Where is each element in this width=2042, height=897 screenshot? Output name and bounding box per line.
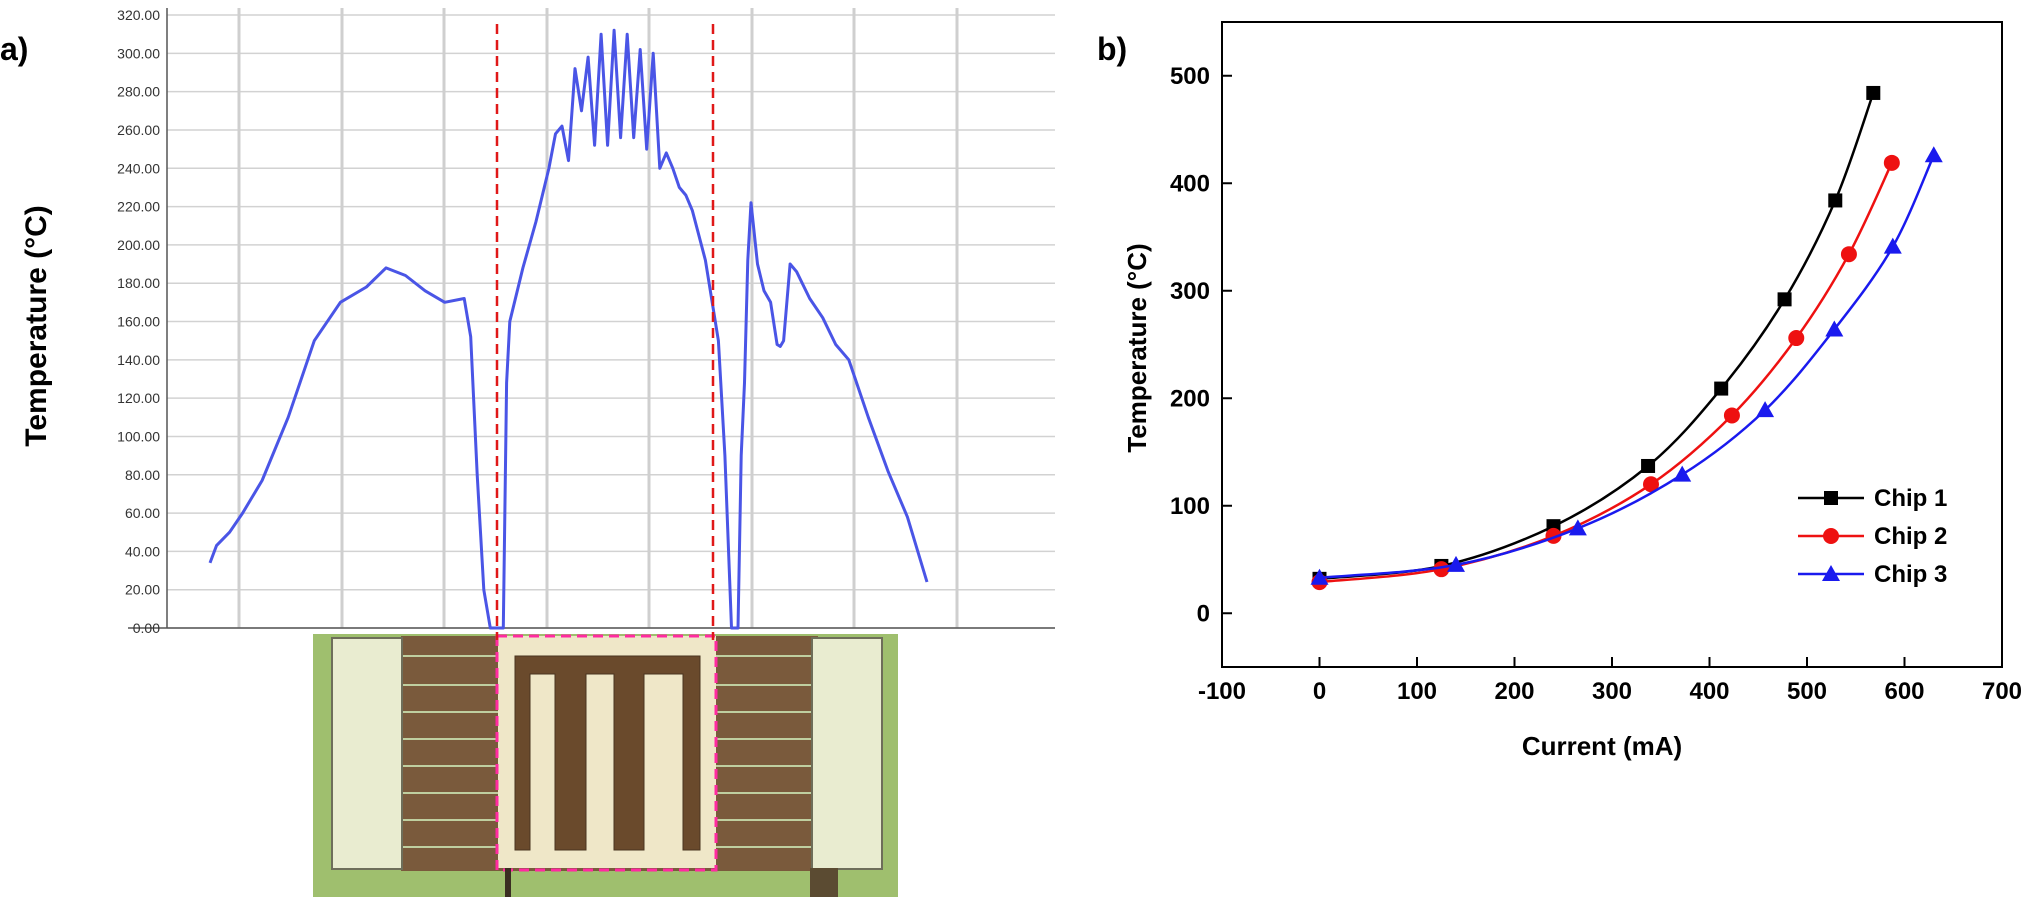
panel-b-legend: Chip 1 Chip 2 Chip 3 [1798,485,1947,588]
panel-b-x-tick-label: 500 [1787,678,1827,705]
panel-b-x-axis-label: Current (mA) [1522,731,1682,761]
panel-b-y-tick-label: 100 [1170,493,1210,520]
panel-a-y-axis-label: Temperature (°C) [20,205,53,446]
legend-label: Chip 3 [1874,561,1947,588]
panel-b-y-tick-label: 500 [1170,63,1210,90]
panel-b-y-tick-label: 300 [1170,278,1210,305]
panel-a-letter: a) [0,31,28,67]
series-point [1788,330,1805,347]
series-point [1714,381,1729,396]
panel-a-y-tick-label: 40.00 [125,543,160,559]
series-point [1756,401,1775,418]
panel-a-y-tick-label: 220.00 [117,199,160,215]
panel-a-y-tick-label: 20.00 [125,582,160,598]
panel-b-x-tick-label: 100 [1397,678,1437,705]
legend-marker [1824,491,1838,505]
chip-lead-lines [402,655,812,848]
panel-a-temperature-profile [208,28,929,630]
right-contact-pad [811,637,883,870]
series-point [1433,561,1450,578]
panel-a: a) 0.00 20.00 40.00 60.00 80.00 100.00 120.00 1… [0,7,1055,897]
panel-a-y-tick-label: 0.00 [133,620,160,636]
chip-bottom-stem [505,868,511,897]
heater-region [498,636,716,868]
panel-b-x-tick-label: 400 [1689,678,1729,705]
series-point [1883,154,1900,171]
series-point [1883,237,1902,254]
panel-a-y-tick-label: 260.00 [117,122,160,138]
panel-a-temperature-line [208,28,929,630]
series-point [1825,320,1844,337]
panel-a-y-tick-label: 280.00 [117,84,160,100]
panel-a-y-tick-labels: 0.00 20.00 40.00 60.00 80.00 100.00 120.00 140.… [117,7,160,636]
legend-label: Chip 1 [1874,485,1947,512]
heater-chip-photo [313,634,898,897]
series-point [1310,568,1329,585]
panel-b-x-tick-label: 200 [1494,678,1534,705]
panel-b-y-tick-label: 400 [1170,170,1210,197]
panel-a-y-tick-label: 60.00 [125,505,160,521]
panel-b-x-tick-label: -100 [1198,678,1246,705]
legend-marker [1823,528,1839,544]
series-point [1673,465,1692,482]
panel-b-x-ticks: -100 0 100 200 300 400 500 600 700 [1198,657,2022,705]
panel-a-y-tick-label: 300.00 [117,45,160,61]
panel-a-gridlines [167,8,1055,629]
panel-b-x-tick-label: 700 [1982,678,2022,705]
panel-a-axis-frame [128,8,1055,629]
series-chip-3 [1310,146,1943,585]
panel-a-y-tick-label: 320.00 [117,7,160,23]
panel-b-letter: b) [1097,31,1127,67]
panel-a-y-tick-label: 200.00 [117,237,160,253]
series-point [1641,458,1656,473]
panel-b-x-tick-label: 0 [1313,678,1326,705]
left-contact-pad [331,637,403,870]
series-point [1924,146,1943,163]
series-point [1777,292,1792,307]
panel-b-y-ticks: 0 100 200 300 400 500 [1170,63,1232,627]
panel-b-y-tick-label: 200 [1170,385,1210,412]
panel-a-y-tick-label: 240.00 [117,160,160,176]
legend-marker [1822,565,1840,581]
panel-b-y-tick-label: 0 [1197,600,1210,627]
series-point [1447,555,1465,572]
panel-b: b) -100 0 100 200 300 400 500 600 700 0 100 200 300… [1097,21,2022,761]
panel-b-x-tick-label: 600 [1884,678,1924,705]
series-point [1723,407,1740,424]
series-line [1319,162,1893,584]
series-line [1319,154,1935,580]
panel-b-series [1310,85,1943,591]
series-point [1828,193,1843,208]
panel-a-y-tick-label: 140.00 [117,352,160,368]
panel-a-y-tick-label: 120.00 [117,390,160,406]
panel-b-x-tick-label: 300 [1592,678,1632,705]
panel-a-y-tick-label: 100.00 [117,428,160,444]
panel-b-y-axis-label: Temperature (°C) [1122,243,1152,452]
panel-a-y-tick-label: 160.00 [117,314,160,330]
heater-highlight-box [495,634,718,872]
series-point [1568,519,1587,536]
series-point [1643,476,1659,493]
panel-a-y-tick-label: 80.00 [125,467,160,483]
legend-label: Chip 2 [1874,523,1947,550]
chip-bottom-stem-right [810,868,838,897]
series-chip-2 [1311,154,1900,591]
panel-a-y-tick-label: 180.00 [117,275,160,291]
series-point [1840,246,1857,263]
series-point [1866,85,1881,100]
serpentine-heater-trace [514,655,701,851]
